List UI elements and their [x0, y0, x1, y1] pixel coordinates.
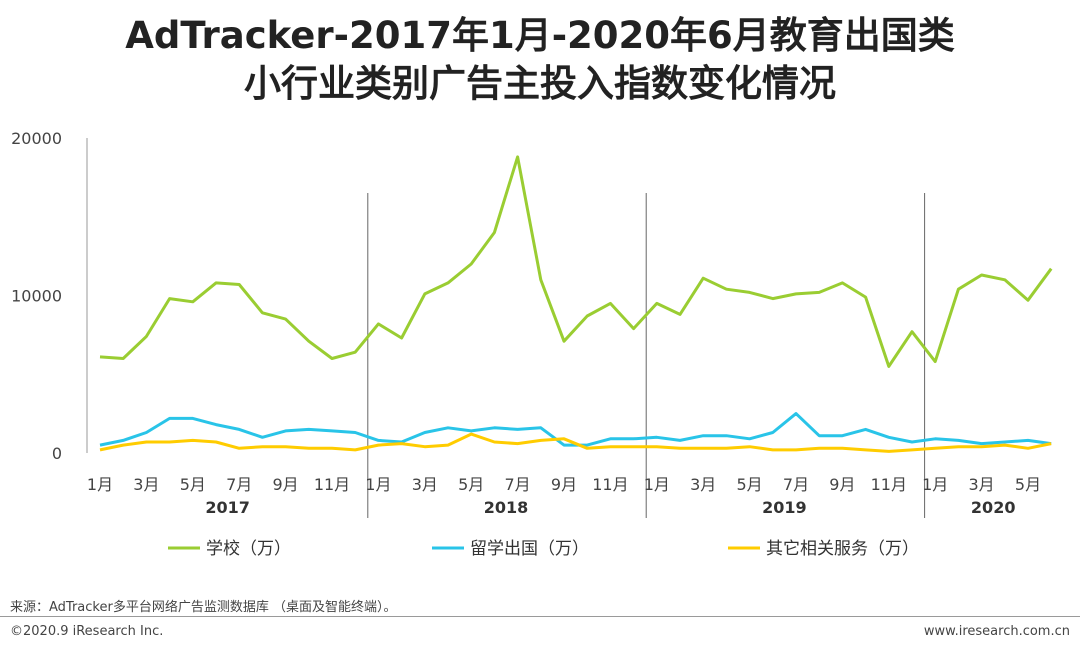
x-tick-label: 5月 — [1015, 475, 1041, 494]
x-tick-label: 3月 — [412, 475, 438, 494]
chart-title-line2: 小行业类别广告主投入指数变化情况 — [244, 62, 836, 105]
x-tick-label: 9月 — [829, 475, 855, 494]
x-tick-label: 11月 — [871, 475, 907, 494]
x-tick-label: 7月 — [226, 475, 252, 494]
year-label: 2020 — [971, 498, 1016, 517]
series-line-3 — [99, 432, 1052, 453]
source-note: 来源：AdTracker多平台网络广告监测数据库 （桌面及智能终端）。 — [10, 600, 397, 615]
line-chart: 0 10000 20000 1月 3月 5月 7月 9月 11月 1月 3月 5月 7月 9月 11月 1月 3… — [11, 129, 1053, 559]
y-tick-label: 0 — [52, 444, 62, 463]
y-tick-label: 20000 — [11, 129, 62, 148]
website-url: www.iresearch.com.cn — [923, 624, 1070, 639]
x-tick-label: 11月 — [314, 475, 350, 494]
x-tick-label: 1月 — [365, 475, 391, 494]
legend-label: 留学出国（万） — [470, 539, 589, 559]
x-tick-label: 1月 — [922, 475, 948, 494]
x-tick-label: 11月 — [592, 475, 628, 494]
series-line-2 — [99, 412, 1052, 447]
year-label: 2018 — [484, 498, 529, 517]
x-tick-label: 7月 — [505, 475, 531, 494]
legend-label: 其它相关服务（万） — [766, 539, 919, 559]
x-tick-label: 1月 — [87, 475, 113, 494]
x-tick-label: 1月 — [644, 475, 670, 494]
series-line-1 — [99, 155, 1053, 368]
legend-label: 学校（万） — [206, 539, 291, 559]
year-label: 2019 — [762, 498, 807, 517]
x-tick-label: 5月 — [737, 475, 763, 494]
x-tick-label: 5月 — [180, 475, 206, 494]
x-tick-label: 9月 — [273, 475, 299, 494]
x-tick-label: 3月 — [133, 475, 159, 494]
footer-divider — [0, 616, 1080, 617]
year-label: 2017 — [205, 498, 250, 517]
chart-title-line1: AdTracker-2017年1月-2020年6月教育出国类 — [125, 14, 955, 57]
x-tick-label: 5月 — [458, 475, 484, 494]
x-tick-label: 9月 — [551, 475, 577, 494]
x-tick-label: 7月 — [783, 475, 809, 494]
x-tick-label: 3月 — [690, 475, 716, 494]
copyright: ©2020.9 iResearch Inc. — [10, 624, 164, 639]
y-tick-label: 10000 — [11, 287, 62, 306]
x-tick-label: 3月 — [969, 475, 995, 494]
